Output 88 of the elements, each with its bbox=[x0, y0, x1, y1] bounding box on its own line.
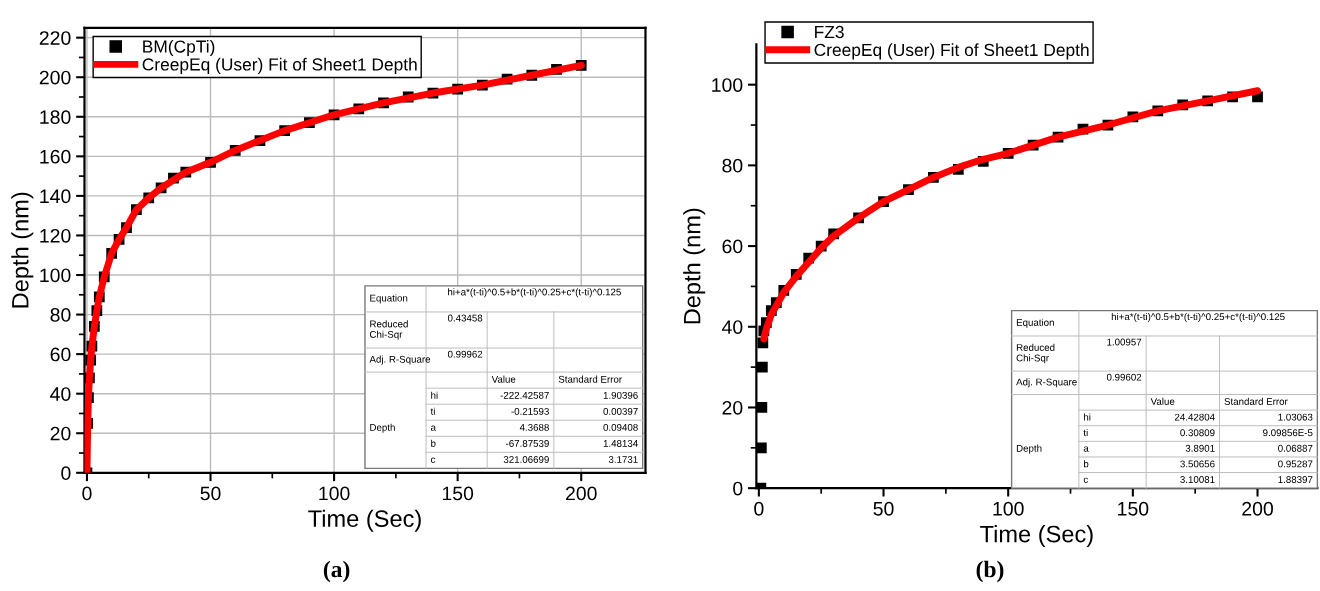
y-tick-label: 0 bbox=[61, 466, 71, 481]
y-tick-label: 120 bbox=[40, 228, 71, 243]
y-tick-label: 80 bbox=[50, 308, 71, 322]
annotation: 3.1731 bbox=[608, 456, 638, 463]
annotation: 1.00957 bbox=[1107, 338, 1142, 346]
annotation: Depth bbox=[370, 423, 395, 433]
y-tick-label: 80 bbox=[722, 158, 743, 173]
annotation: -222.42587 bbox=[500, 391, 549, 399]
annotation: Adj. R-Square bbox=[369, 355, 431, 365]
annotation: 0.95287 bbox=[1278, 460, 1313, 468]
annotation: hi+a*(t-ti)^0.5+b*(t-ti)^0.25+c*(t-ti)^0.125 bbox=[448, 288, 621, 298]
annotation: Equation bbox=[1016, 318, 1054, 328]
annotation: Standard Error bbox=[1224, 397, 1288, 405]
text: (a) bbox=[323, 560, 350, 583]
y-tick-label: 140 bbox=[40, 189, 71, 204]
y-tick-label: 160 bbox=[40, 149, 71, 164]
y-tick-label: 220 bbox=[39, 31, 71, 45]
x-axis-title: Time (Sec) bbox=[308, 509, 421, 532]
y-axis-title: Depth (nm) bbox=[11, 192, 34, 308]
annotation: b bbox=[431, 439, 436, 447]
y-tick-label: 100 bbox=[712, 78, 743, 92]
x-tick-label: 150 bbox=[442, 486, 474, 501]
annotation: ti bbox=[430, 407, 435, 415]
annotation: c bbox=[1083, 477, 1088, 483]
annotation: 1.03063 bbox=[1278, 413, 1313, 421]
annotation: 0.43458 bbox=[447, 314, 483, 322]
annotation: 0.99602 bbox=[1106, 373, 1142, 381]
y-tick-label: 40 bbox=[50, 387, 71, 401]
x-tick-label: 150 bbox=[1118, 501, 1149, 516]
annotation: Reduced Chi-Sqr bbox=[1016, 343, 1055, 364]
annotation: a bbox=[1083, 446, 1089, 452]
x-tick-label: 100 bbox=[993, 501, 1024, 516]
annotation: 9.09856E-5 bbox=[1263, 429, 1313, 437]
x-tick-label: 50 bbox=[873, 501, 894, 516]
x-axis-title: Time (Sec) bbox=[980, 525, 1093, 548]
annotation: 321.06699 bbox=[503, 456, 549, 463]
annotation: 0.09408 bbox=[603, 423, 638, 431]
text: (b) bbox=[976, 560, 1004, 583]
legend-label: BM(CpTi) bbox=[143, 39, 215, 57]
annotation: Standard Error bbox=[558, 375, 622, 383]
y-tick-label: 200 bbox=[39, 70, 71, 85]
y-tick-label: 20 bbox=[50, 426, 71, 441]
annotation: 0.00397 bbox=[603, 407, 638, 415]
annotation: hi bbox=[431, 391, 438, 399]
y-tick-label: 180 bbox=[40, 110, 71, 125]
y-tick-label: 60 bbox=[50, 347, 71, 362]
x-tick-label: 0 bbox=[754, 501, 764, 516]
x-tick-label: 50 bbox=[200, 486, 221, 501]
y-tick-label: 40 bbox=[721, 320, 743, 335]
y-tick-label: 20 bbox=[722, 400, 743, 415]
annotation: 3.10081 bbox=[1180, 476, 1215, 483]
annotation: c bbox=[430, 457, 436, 463]
annotation: ti bbox=[1083, 429, 1088, 437]
annotation: Reduced Chi-Sqr bbox=[369, 320, 408, 340]
x-tick-label: 200 bbox=[565, 486, 597, 501]
point bbox=[756, 402, 768, 413]
legend-label: FZ3 bbox=[815, 25, 844, 39]
annotation: 24.42804 bbox=[1174, 413, 1215, 421]
annotation: Equation bbox=[370, 294, 408, 304]
y-axis-title: Depth (nm) bbox=[683, 208, 706, 324]
x-tick-label: 200 bbox=[1242, 501, 1273, 516]
annotation: Value bbox=[1150, 397, 1175, 405]
point bbox=[756, 442, 767, 454]
legend-label: CreepEq (User) Fit of Sheet1 Depth bbox=[142, 57, 417, 75]
annotation: hi bbox=[1084, 413, 1091, 421]
annotation: hi+a*(t-ti)^0.5+b*(t-ti)^0.25+c*(t-ti)^0.125 bbox=[1111, 312, 1285, 323]
annotation: 4.3688 bbox=[519, 423, 549, 431]
y-tick-label: 60 bbox=[722, 239, 743, 254]
x-tick-label: 100 bbox=[319, 486, 350, 501]
annotation: 0.30809 bbox=[1180, 429, 1215, 437]
annotation: -67.87539 bbox=[505, 440, 549, 447]
annotation: 1.88397 bbox=[1278, 476, 1313, 483]
annotation: 3.8901 bbox=[1185, 444, 1215, 452]
point bbox=[756, 361, 768, 373]
annotation: -0.21593 bbox=[511, 407, 549, 415]
annotation: 0.06887 bbox=[1278, 444, 1313, 452]
annotation: 1.48134 bbox=[603, 440, 638, 447]
annotation: a bbox=[430, 425, 436, 431]
annotation: Value bbox=[491, 375, 516, 383]
y-tick-label: 100 bbox=[40, 268, 71, 283]
x-tick-label: 0 bbox=[82, 486, 92, 501]
annotation: Depth bbox=[1016, 444, 1042, 454]
legend-label: CreepEq (User) Fit of Sheet1 Depth bbox=[814, 43, 1089, 60]
annotation: b bbox=[1083, 460, 1089, 468]
annotation: 1.90396 bbox=[603, 391, 638, 399]
annotation: Adj. R-Square bbox=[1016, 378, 1077, 388]
annotation: 3.50656 bbox=[1180, 460, 1215, 468]
annotation: 0.99962 bbox=[447, 350, 483, 358]
